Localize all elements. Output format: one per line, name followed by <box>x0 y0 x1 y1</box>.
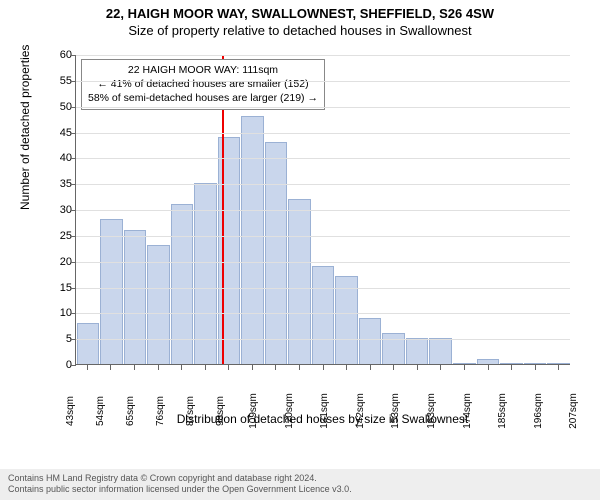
bar <box>477 359 500 364</box>
gridline <box>76 55 570 56</box>
bar <box>382 333 405 364</box>
gridline <box>76 133 570 134</box>
ytick-mark <box>71 236 76 237</box>
footer-attribution: Contains HM Land Registry data © Crown c… <box>0 469 600 500</box>
title-line2: Size of property relative to detached ho… <box>0 23 600 38</box>
ytick-label: 5 <box>48 333 72 345</box>
bar <box>218 137 241 364</box>
callout-line1: 22 HAIGH MOOR WAY: 111sqm <box>88 63 318 77</box>
bar <box>100 219 123 364</box>
ytick-mark <box>71 55 76 56</box>
bar <box>547 363 570 364</box>
gridline <box>76 262 570 263</box>
callout-line3: 58% of semi-detached houses are larger (… <box>88 91 318 105</box>
bar <box>241 116 264 364</box>
callout-box: 22 HAIGH MOOR WAY: 111sqm ← 41% of detac… <box>81 59 325 110</box>
y-axis-label: Number of detached properties <box>18 45 32 210</box>
footer-line2: Contains public sector information licen… <box>8 484 592 496</box>
ytick-mark <box>71 313 76 314</box>
ytick-label: 10 <box>48 307 72 319</box>
ytick-label: 0 <box>48 359 72 371</box>
footer-line1: Contains HM Land Registry data © Crown c… <box>8 473 592 485</box>
xtick-labels: 43sqm54sqm65sqm76sqm87sqm98sqm109sqm120s… <box>75 366 570 416</box>
gridline <box>76 81 570 82</box>
gridline <box>76 210 570 211</box>
ytick-label: 35 <box>48 178 72 190</box>
ytick-mark <box>71 133 76 134</box>
gridline <box>76 313 570 314</box>
chart-container: Number of detached properties 22 HAIGH M… <box>40 50 580 430</box>
bar <box>124 230 147 364</box>
ytick-label: 40 <box>48 152 72 164</box>
chart-title-block: 22, HAIGH MOOR WAY, SWALLOWNEST, SHEFFIE… <box>0 0 600 38</box>
ytick-mark <box>71 288 76 289</box>
ytick-mark <box>71 158 76 159</box>
ytick-label: 50 <box>48 101 72 113</box>
callout-line2: ← 41% of detached houses are smaller (15… <box>88 77 318 91</box>
ytick-mark <box>71 210 76 211</box>
ytick-mark <box>71 262 76 263</box>
gridline <box>76 339 570 340</box>
ytick-label: 60 <box>48 49 72 61</box>
ytick-mark <box>71 184 76 185</box>
bar <box>406 338 429 364</box>
bar <box>77 323 100 364</box>
plot-area: 22 HAIGH MOOR WAY: 111sqm ← 41% of detac… <box>75 55 570 365</box>
ytick-label: 15 <box>48 282 72 294</box>
ytick-label: 30 <box>48 204 72 216</box>
bar <box>335 276 358 364</box>
xtick-label: 207sqm <box>568 393 600 429</box>
gridline <box>76 158 570 159</box>
bar <box>500 363 523 364</box>
bar <box>312 266 335 364</box>
ytick-label: 55 <box>48 75 72 87</box>
ytick-mark <box>71 107 76 108</box>
bar <box>147 245 170 364</box>
gridline <box>76 107 570 108</box>
title-line1: 22, HAIGH MOOR WAY, SWALLOWNEST, SHEFFIE… <box>0 6 600 21</box>
ytick-label: 20 <box>48 256 72 268</box>
bar <box>359 318 382 365</box>
ytick-mark <box>71 81 76 82</box>
bar <box>265 142 288 364</box>
bar <box>453 363 476 364</box>
gridline <box>76 288 570 289</box>
gridline <box>76 236 570 237</box>
ytick-mark <box>71 339 76 340</box>
gridline <box>76 184 570 185</box>
bar <box>429 338 452 364</box>
bar <box>524 363 547 364</box>
x-axis-label: Distribution of detached houses by size … <box>75 412 570 426</box>
ytick-label: 25 <box>48 230 72 242</box>
ytick-label: 45 <box>48 127 72 139</box>
